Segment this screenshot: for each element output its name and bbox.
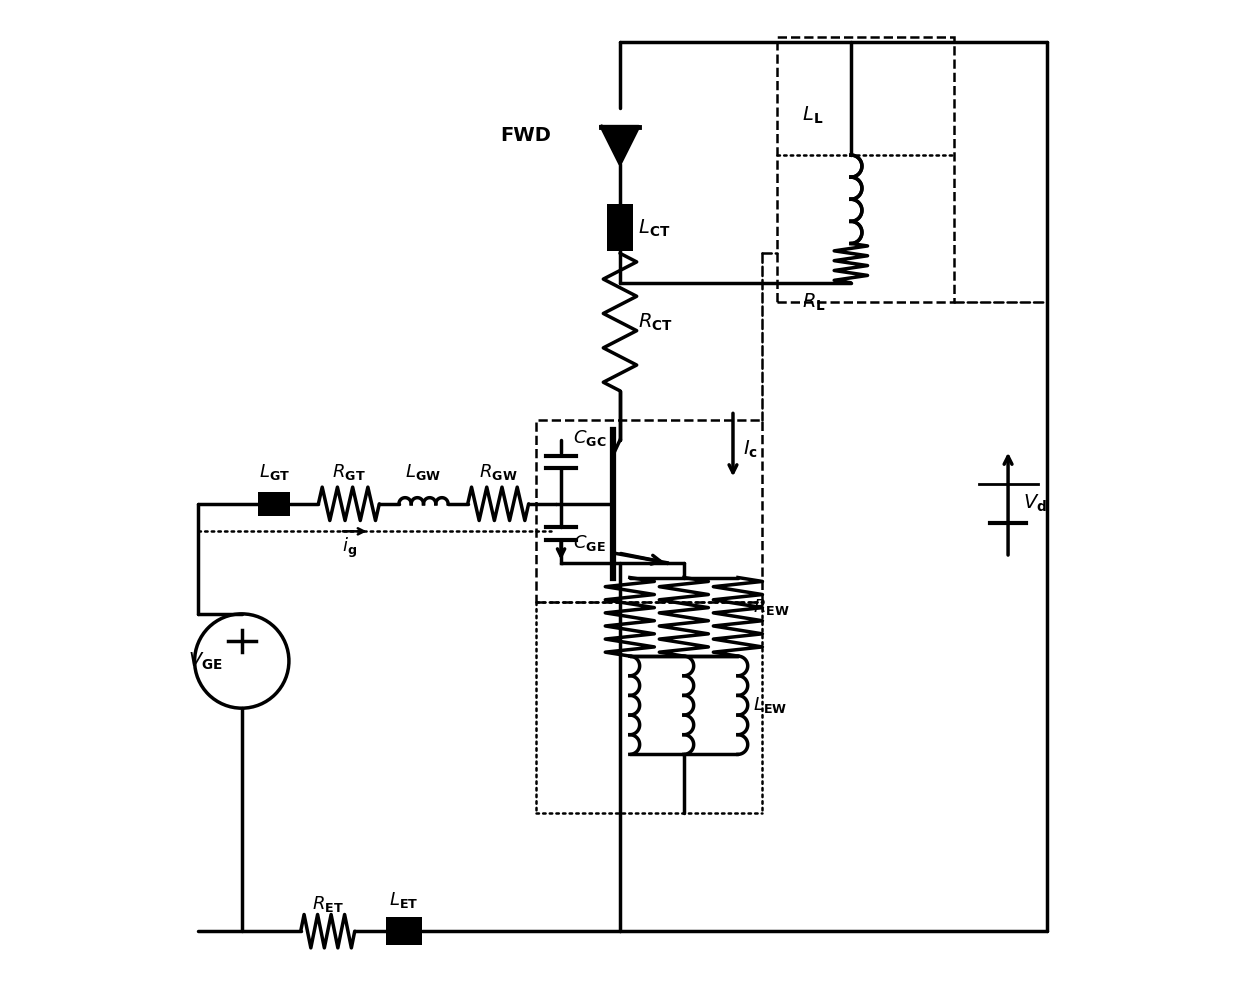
- Text: $\mathbf{\mathit{R}}_\mathbf{ET}$: $\mathbf{\mathit{R}}_\mathbf{ET}$: [311, 893, 343, 914]
- Text: $\mathbf{\mathit{C}}_\mathbf{GC}$: $\mathbf{\mathit{C}}_\mathbf{GC}$: [573, 428, 606, 448]
- Polygon shape: [601, 126, 639, 164]
- Bar: [608, 205, 632, 251]
- Text: FWD: FWD: [501, 125, 552, 145]
- Text: $\mathbf{\mathit{L}}_\mathbf{CT}$: $\mathbf{\mathit{L}}_\mathbf{CT}$: [637, 218, 670, 239]
- Text: $\mathbf{\mathit{V}}_\mathbf{d}$: $\mathbf{\mathit{V}}_\mathbf{d}$: [1023, 493, 1047, 515]
- Text: $\mathbf{\mathit{R}}_\mathbf{L}$: $\mathbf{\mathit{R}}_\mathbf{L}$: [802, 291, 826, 313]
- Bar: [258, 492, 290, 516]
- Bar: [386, 918, 422, 945]
- Text: $\mathbf{\mathit{R}}_\mathbf{GT}$: $\mathbf{\mathit{R}}_\mathbf{GT}$: [332, 462, 366, 482]
- Text: $\mathbf{\mathit{I}}_\mathbf{c}$: $\mathbf{\mathit{I}}_\mathbf{c}$: [743, 439, 758, 460]
- Bar: [777, 38, 954, 302]
- Text: $\mathbf{\mathit{R}}_\mathbf{EW}$: $\mathbf{\mathit{R}}_\mathbf{EW}$: [753, 597, 790, 617]
- Text: $\mathbf{\mathit{L}}_\mathbf{GT}$: $\mathbf{\mathit{L}}_\mathbf{GT}$: [259, 462, 290, 482]
- Text: $\mathbf{\mathit{L}}_\mathbf{GW}$: $\mathbf{\mathit{L}}_\mathbf{GW}$: [405, 462, 441, 482]
- Text: $\mathbf{\mathit{L}}_\mathbf{ET}$: $\mathbf{\mathit{L}}_\mathbf{ET}$: [389, 889, 419, 910]
- Text: $\mathbf{\mathit{C}}_\mathbf{GE}$: $\mathbf{\mathit{C}}_\mathbf{GE}$: [573, 534, 605, 553]
- Text: $\mathbf{\mathit{V}}_\mathbf{GE}$: $\mathbf{\mathit{V}}_\mathbf{GE}$: [187, 650, 223, 672]
- Text: $\mathbf{\mathit{R}}_\mathbf{CT}$: $\mathbf{\mathit{R}}_\mathbf{CT}$: [637, 311, 672, 333]
- Text: $\mathbf{\mathit{R}}_\mathbf{GW}$: $\mathbf{\mathit{R}}_\mathbf{GW}$: [479, 462, 517, 482]
- Bar: [537, 420, 763, 602]
- Text: $\mathbf{\mathit{L}}_\mathbf{EW}$: $\mathbf{\mathit{L}}_\mathbf{EW}$: [753, 696, 787, 715]
- Text: $\mathbf{\mathit{i}}_\mathbf{g}$: $\mathbf{\mathit{i}}_\mathbf{g}$: [342, 536, 357, 560]
- Text: $\mathbf{\mathit{L}}_\mathbf{L}$: $\mathbf{\mathit{L}}_\mathbf{L}$: [802, 105, 823, 126]
